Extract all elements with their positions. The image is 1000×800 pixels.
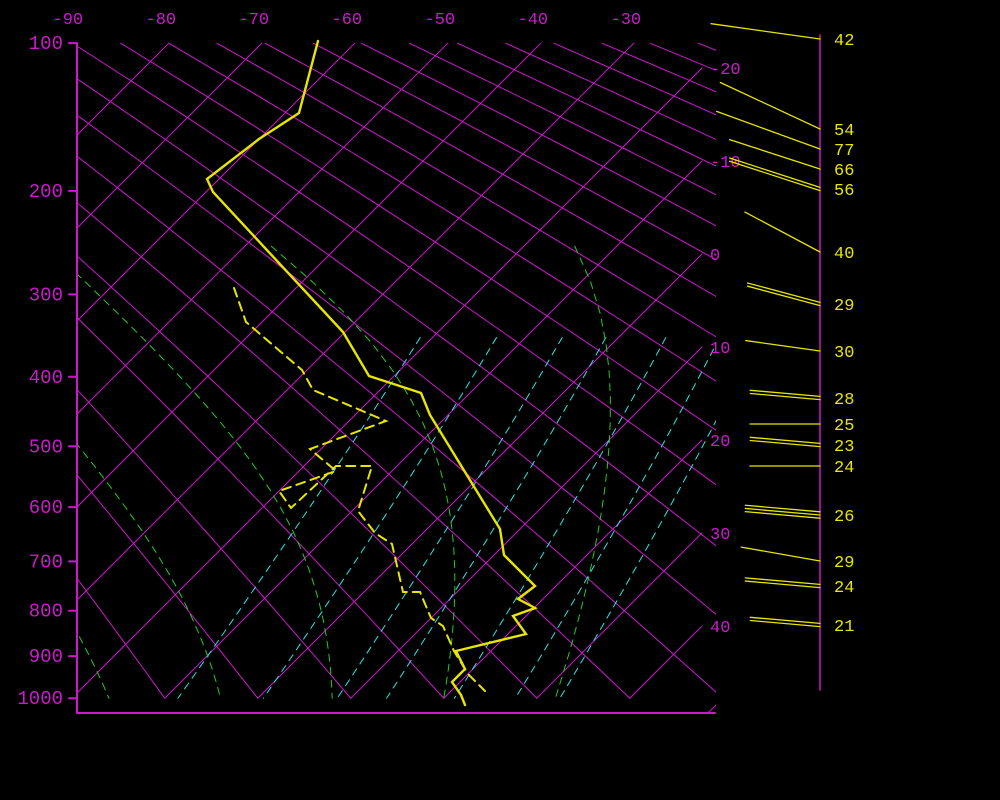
svg-text:500: 500	[29, 436, 63, 458]
svg-text:40: 40	[710, 619, 730, 638]
svg-text:24: 24	[834, 579, 854, 598]
svg-text:-80: -80	[146, 11, 177, 30]
svg-text:-60: -60	[332, 11, 363, 30]
svg-text:900: 900	[29, 646, 63, 668]
svg-text:42: 42	[834, 32, 854, 51]
svg-text:800: 800	[29, 601, 63, 623]
svg-text:600: 600	[29, 497, 63, 519]
svg-text:29: 29	[834, 554, 854, 573]
svg-text:30: 30	[710, 526, 730, 545]
svg-text:200: 200	[29, 181, 63, 203]
svg-text:25: 25	[834, 417, 854, 436]
svg-text:30: 30	[834, 344, 854, 363]
svg-text:100: 100	[29, 33, 63, 55]
svg-text:10: 10	[710, 340, 730, 359]
svg-text:56: 56	[834, 182, 854, 201]
svg-text:-90: -90	[53, 11, 84, 30]
svg-text:1000: 1000	[17, 688, 63, 710]
svg-text:-70: -70	[239, 11, 270, 30]
svg-text:26: 26	[834, 508, 854, 527]
svg-text:66: 66	[834, 162, 854, 181]
svg-text:400: 400	[29, 367, 63, 389]
svg-text:21: 21	[834, 618, 854, 637]
svg-text:54: 54	[834, 122, 854, 141]
svg-text:77: 77	[834, 142, 854, 161]
svg-text:0: 0	[710, 247, 720, 266]
svg-text:20: 20	[710, 433, 730, 452]
svg-text:700: 700	[29, 551, 63, 573]
svg-text:-50: -50	[425, 11, 456, 30]
svg-text:29: 29	[834, 297, 854, 316]
svg-text:-30: -30	[611, 11, 642, 30]
svg-text:23: 23	[834, 438, 854, 457]
svg-text:300: 300	[29, 284, 63, 306]
svg-text:24: 24	[834, 459, 854, 478]
svg-text:-40: -40	[518, 11, 549, 30]
svg-text:-20: -20	[710, 61, 741, 80]
svg-text:40: 40	[834, 245, 854, 264]
svg-text:28: 28	[834, 391, 854, 410]
